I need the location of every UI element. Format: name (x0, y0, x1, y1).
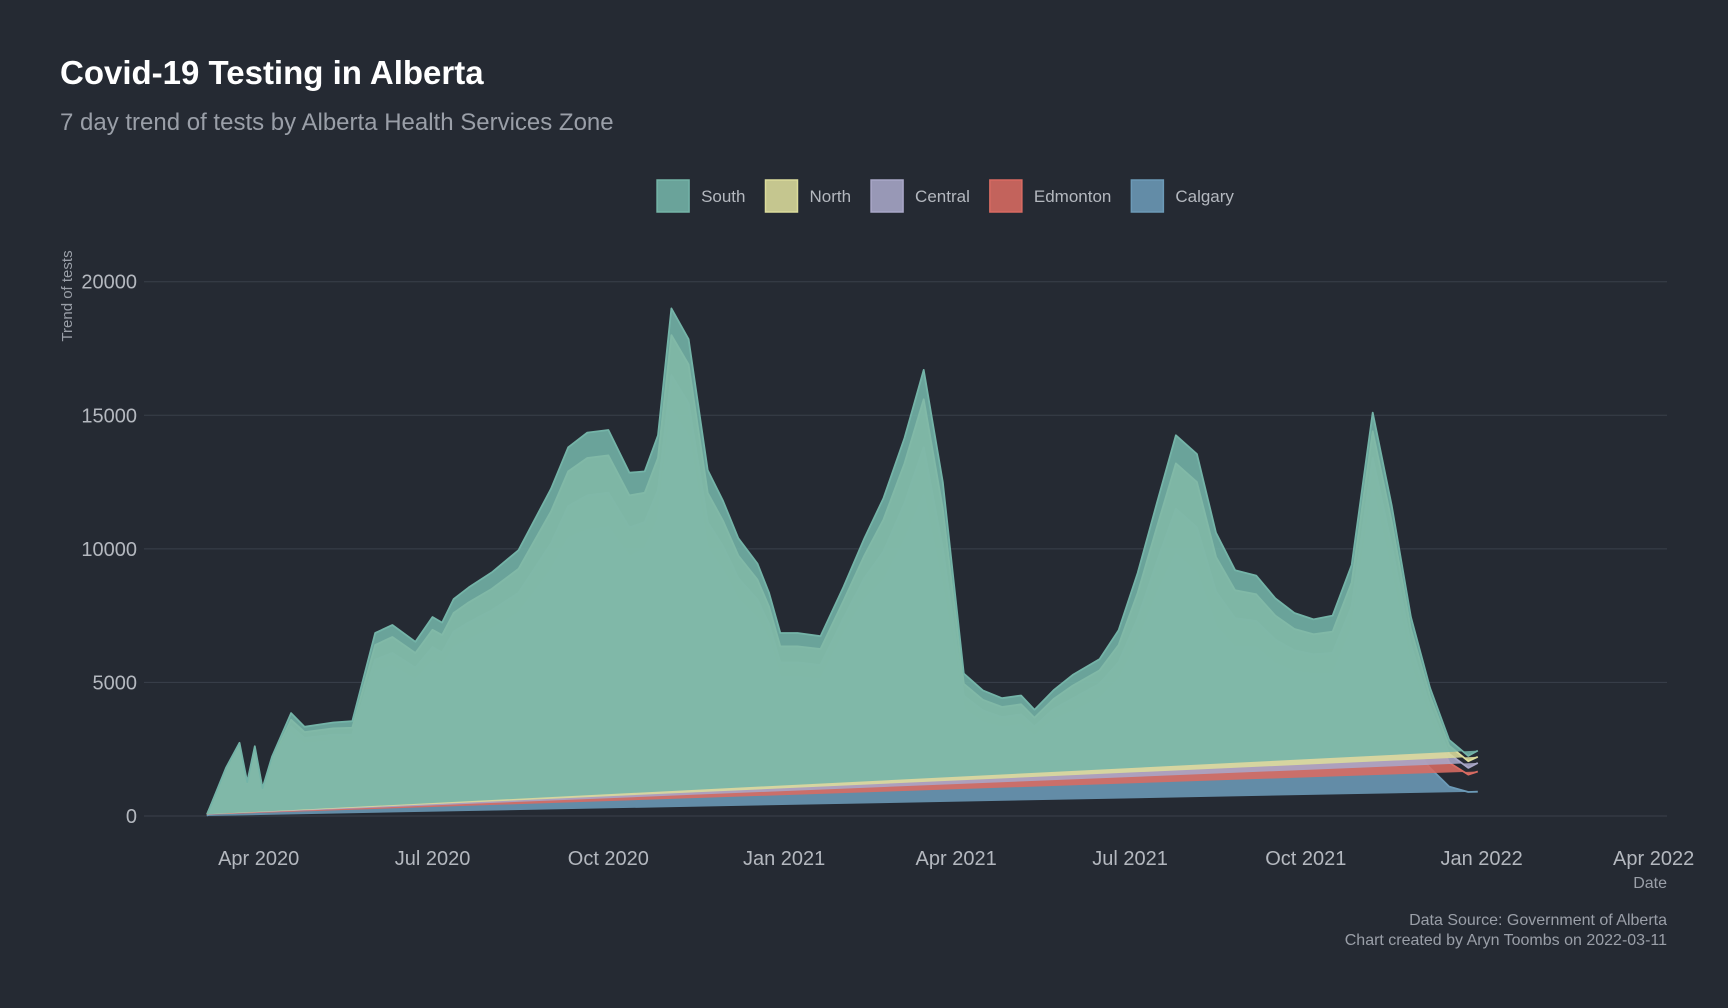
area-edge-south (206, 307, 1479, 815)
y-axis-ticks: 0 5000 10000 15000 20000 (81, 272, 137, 828)
x-tick-label-jan-2021: Jan 2021 (743, 848, 825, 870)
x-axis-ticks: Apr 2020 Jul 2020 Oct 2020 Jan 2021 Apr 2021… (218, 848, 1694, 870)
y-tick-label-10000: 10000 (81, 539, 137, 561)
x-tick-label-oct-2020: Oct 2020 (568, 848, 649, 870)
y-tick-label-5000: 5000 (93, 672, 138, 694)
area-south (207, 308, 1478, 815)
chart-subtitle: 7 day trend of tests by Alberta Health S… (60, 109, 614, 136)
x-tick-label-oct-2021: Oct 2021 (1265, 848, 1346, 870)
x-tick-label-apr-2022: Apr 2022 (1613, 848, 1694, 870)
caption-data-source: Data Source: Government of Alberta (1409, 912, 1667, 929)
legend: South North Central Edmonton Calgary (656, 179, 1234, 213)
legend-swatch-calgary (1130, 179, 1165, 213)
y-tick-label-15000: 15000 (81, 405, 137, 427)
end-label-edmonton: 757 (1617, 0, 1635, 3)
x-axis-title: Date (1633, 875, 1667, 892)
x-tick-label-jul-2020: Jul 2020 (395, 848, 471, 870)
end-label-central: 320 (1617, 0, 1635, 3)
legend-label-north: North (809, 187, 851, 206)
y-tick-label-0: 0 (126, 806, 137, 828)
x-tick-label-jan-2022: Jan 2022 (1440, 848, 1522, 870)
caption-credit: Chart created by Aryn Toombs on 2022-03-… (1345, 932, 1667, 949)
end-label-south: 230 (1617, 0, 1635, 3)
legend-swatch-central (870, 179, 904, 213)
legend-swatch-north (764, 179, 799, 213)
legend-label-central: Central (915, 187, 970, 206)
y-tick-label-20000: 20000 (81, 272, 137, 294)
legend-label-south: South (701, 187, 745, 206)
end-labels: 230231320757909 (1617, 0, 1635, 3)
legend-label-edmonton: Edmonton (1034, 187, 1112, 206)
end-label-calgary: 909 (1617, 0, 1635, 3)
x-tick-label-jul-2021: Jul 2021 (1092, 848, 1168, 870)
x-tick-label-apr-2020: Apr 2020 (218, 848, 299, 870)
chart-title: Covid-19 Testing in Alberta (60, 54, 484, 91)
x-tick-label-apr-2021: Apr 2021 (916, 848, 997, 870)
end-label-north: 231 (1617, 0, 1635, 3)
legend-swatch-south (656, 179, 690, 213)
legend-swatch-edmonton (989, 179, 1023, 213)
stacked-areas (206, 307, 1479, 817)
legend-label-calgary: Calgary (1175, 187, 1234, 206)
y-axis-title: Trend of tests (59, 250, 76, 341)
